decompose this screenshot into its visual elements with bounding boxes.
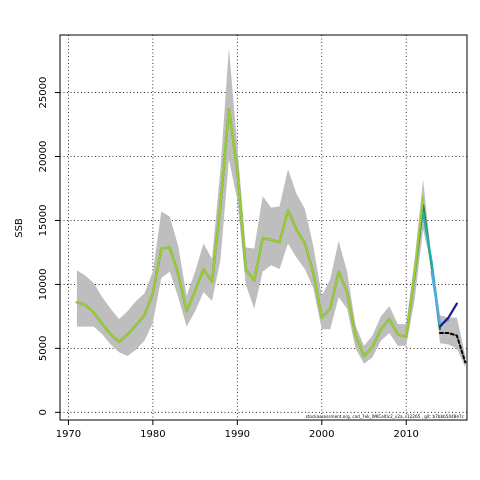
- x-tick-label: 2010: [393, 429, 418, 440]
- series-layer: [75, 108, 467, 364]
- plot-frame: [59, 34, 468, 421]
- x-tick-label: 1990: [225, 429, 250, 440]
- series-line-5: [438, 302, 458, 328]
- axis-layer: 1970 1980 1990 2000 2010 0 5000 10000 15000 20000…: [38, 77, 419, 440]
- series-line-2: [75, 108, 425, 358]
- x-tick-label: 1970: [56, 429, 81, 440]
- confidence-band: [76, 47, 466, 368]
- y-tick-label: 20000: [38, 141, 49, 173]
- y-axis-label: SSB: [14, 218, 25, 238]
- y-tick-label: 10000: [38, 269, 49, 301]
- x-tick-label: 1980: [140, 429, 165, 440]
- grid-layer: [60, 35, 467, 420]
- y-tick-label: 15000: [38, 205, 49, 237]
- y-tick-label: 0: [38, 409, 49, 415]
- series-line-6: [438, 332, 467, 364]
- x-tick-label: 2000: [309, 429, 334, 440]
- source-footnote: stockassessment.org, cod_7ek_WKCeltic2_v…: [306, 414, 465, 419]
- y-tick-label: 25000: [38, 77, 49, 109]
- y-tick-label: 5000: [38, 336, 49, 361]
